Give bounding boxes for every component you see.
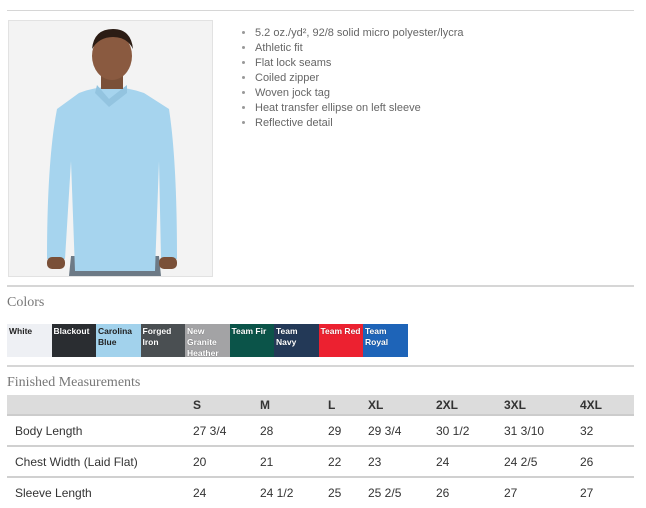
table-cell: 24 2/5 <box>504 446 580 478</box>
row-label: Chest Width (Laid Flat) <box>7 446 193 478</box>
table-cell: 26 <box>580 446 634 478</box>
table-cell: 24 <box>436 446 504 478</box>
top-divider <box>7 10 634 11</box>
measurements-heading: Finished Measurements <box>7 375 141 390</box>
section-divider <box>7 285 634 287</box>
color-swatches: White Blackout Carolina Blue Forged Iron New… <box>7 324 408 357</box>
feature-item: Flat lock seams <box>255 56 463 71</box>
feature-item: Woven jock tag <box>255 86 463 101</box>
color-swatch-forged-iron[interactable]: Forged Iron <box>140 324 185 357</box>
color-swatch-blackout[interactable]: Blackout <box>51 324 96 357</box>
product-image[interactable] <box>8 20 213 277</box>
column-header: 4XL <box>580 395 634 416</box>
table-cell: 27 <box>504 485 518 500</box>
table-cell: 30 1/2 <box>436 415 504 447</box>
table-cell: 32 <box>580 415 634 447</box>
table-cell: 25 2/5 <box>368 485 402 500</box>
table-cell: 24 <box>193 485 207 500</box>
column-header <box>7 395 193 416</box>
column-header: M <box>260 395 328 416</box>
color-swatch-new-granite-heather[interactable]: New Granite Heather <box>185 324 230 357</box>
column-header: 3XL <box>504 395 580 416</box>
table-cell: 22 <box>328 446 368 478</box>
table-cell: 21 <box>260 446 328 478</box>
measurements-table: S M L XL 2XL 3XL 4XL Body Length 27 3/4 28 29 29 3… <box>7 395 634 507</box>
column-header: XL <box>368 395 436 416</box>
table-cell: 31 3/10 <box>504 415 580 447</box>
row-label: Sleeve Length <box>15 485 92 500</box>
table-row: Sleeve Length 24 24 1/2 25 25 2/5 26 27 27 <box>7 477 634 507</box>
colors-heading: Colors <box>7 295 45 310</box>
feature-item: Athletic fit <box>255 41 463 56</box>
feature-item: Coiled zipper <box>255 71 463 86</box>
feature-list: 5.2 oz./yd², 92/8 solid micro polyester/… <box>230 26 463 131</box>
color-swatch-team-red[interactable]: Team Red <box>318 324 363 357</box>
feature-item: Heat transfer ellipse on left sleeve <box>255 101 463 116</box>
table-row: Body Length 27 3/4 28 29 29 3/4 30 1/2 31 3/10… <box>7 415 634 447</box>
feature-item: Reflective detail <box>255 116 463 131</box>
table-header-row: S M L XL 2XL 3XL 4XL <box>7 395 634 416</box>
column-header: L <box>328 395 368 416</box>
color-swatch-team-royal[interactable]: Team Royal <box>363 324 408 357</box>
table-cell: 25 <box>328 485 342 500</box>
table-cell: 28 <box>260 415 328 447</box>
model-wearing-shirt-image <box>9 21 212 276</box>
table-row: Chest Width (Laid Flat) 20 21 22 23 24 24 2/5 2… <box>7 446 634 478</box>
section-divider <box>7 365 634 367</box>
color-swatch-team-fir[interactable]: Team Fir <box>229 324 274 357</box>
color-swatch-white[interactable]: White <box>7 324 52 357</box>
table-cell: 29 3/4 <box>368 415 436 447</box>
table-cell: 29 <box>328 415 368 447</box>
color-swatch-carolina-blue[interactable]: Carolina Blue <box>96 324 141 357</box>
table-cell: 27 <box>580 485 594 500</box>
table-cell: 24 1/2 <box>260 485 294 500</box>
table-cell: 20 <box>193 446 260 478</box>
table-cell: 26 <box>436 485 450 500</box>
table-cell: 27 3/4 <box>193 415 260 447</box>
column-header: 2XL <box>436 395 504 416</box>
table-cell: 23 <box>368 446 436 478</box>
column-header: S <box>193 395 260 416</box>
color-swatch-team-navy[interactable]: Team Navy <box>274 324 319 357</box>
row-label: Body Length <box>7 415 193 447</box>
feature-item: 5.2 oz./yd², 92/8 solid micro polyester/… <box>255 26 463 41</box>
